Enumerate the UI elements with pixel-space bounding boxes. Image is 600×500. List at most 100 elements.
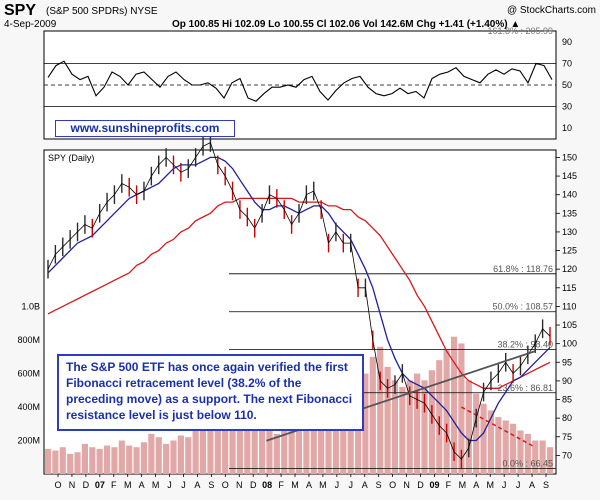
x-tick-label: N xyxy=(69,480,76,490)
volume-bar xyxy=(384,366,391,474)
volume-bar xyxy=(81,443,89,474)
x-tick-label: J xyxy=(167,480,172,490)
price-tick-label: 135 xyxy=(562,208,577,218)
x-tick-label: A xyxy=(362,480,368,490)
volume-bar xyxy=(126,445,133,474)
volume-bar xyxy=(111,447,118,474)
price-tick-label: 120 xyxy=(562,264,577,274)
volume-bar xyxy=(325,410,332,474)
x-tick-label: S xyxy=(208,480,214,490)
volume-bar xyxy=(517,430,524,474)
volume-bar xyxy=(369,356,376,474)
volume-bar xyxy=(377,346,384,474)
x-tick-label: M xyxy=(152,480,160,490)
volume-bar xyxy=(532,440,539,474)
volume-bar xyxy=(273,433,280,474)
volume-bar xyxy=(229,427,236,474)
x-tick-label: 07 xyxy=(95,480,105,490)
volume-bar xyxy=(148,433,155,474)
volume-tick-label: 200M xyxy=(17,436,40,446)
ma-slow-line xyxy=(47,197,551,389)
volume-bar xyxy=(495,417,502,474)
x-tick-label: M xyxy=(124,480,132,490)
price-tick-label: 75 xyxy=(562,432,572,442)
quote-summary: Op 100.85 Hi 102.09 Lo 100.55 Cl 102.06 … xyxy=(172,19,521,30)
price-tick-label: 105 xyxy=(562,320,577,330)
volume-bar xyxy=(214,427,221,474)
volume-bar xyxy=(155,437,162,474)
fibonacci-label: 0.0% : 66.45 xyxy=(502,459,553,469)
volume-bar xyxy=(133,447,140,474)
price-line xyxy=(47,142,551,460)
price-tick-label: 90 xyxy=(562,376,572,386)
volume-bar xyxy=(103,445,111,474)
volume-bar xyxy=(207,430,214,474)
ticker-name: (S&P 500 SPDRs) NYSE xyxy=(46,6,158,17)
price-tick-label: 100 xyxy=(562,339,577,349)
volume-bar xyxy=(177,435,184,474)
volume-bar xyxy=(251,423,258,474)
x-tick-label: J xyxy=(516,480,521,490)
volume-bar xyxy=(185,437,192,474)
volume-bar xyxy=(340,407,347,474)
x-tick-label: 08 xyxy=(262,480,272,490)
price-tick-label: 85 xyxy=(562,395,572,405)
price-tick-label: 80 xyxy=(562,413,572,423)
volume-bar xyxy=(295,427,303,474)
x-tick-label: A xyxy=(529,480,535,490)
volume-bar xyxy=(399,386,406,474)
volume-bar xyxy=(258,420,266,474)
volume-bar xyxy=(67,453,74,474)
volume-bar xyxy=(236,420,244,474)
chart-date: 4-Sep-2009 xyxy=(4,19,57,30)
volume-bar xyxy=(421,380,428,474)
volume-tick-label: 800M xyxy=(17,335,40,345)
volume-bar xyxy=(44,448,52,474)
volume-trend-line xyxy=(461,406,536,448)
fibonacci-label: 50.0% : 108.57 xyxy=(492,302,553,312)
website-label[interactable]: www.sunshineprofits.com xyxy=(55,120,235,137)
volume-bar xyxy=(509,423,517,474)
volume-bar xyxy=(332,407,340,474)
rsi-line xyxy=(47,60,553,102)
x-tick-label: J xyxy=(502,480,507,490)
volume-bar xyxy=(74,452,81,474)
rsi-tick-label: 50 xyxy=(562,80,572,90)
rsi-tick-label: 70 xyxy=(562,58,572,68)
x-tick-label: M xyxy=(486,480,494,490)
x-tick-label: O xyxy=(222,480,229,490)
volume-bar xyxy=(199,423,207,474)
price-tick-label: 110 xyxy=(562,301,576,311)
x-tick-label: N xyxy=(403,480,410,490)
x-tick-label: O xyxy=(389,480,396,490)
x-tick-label: D xyxy=(83,480,90,490)
volume-tick-label: 1.0B xyxy=(21,302,40,312)
volume-bar xyxy=(96,448,103,474)
volume-bar xyxy=(244,423,251,474)
price-tick-label: 115 xyxy=(562,283,576,293)
volume-bar xyxy=(546,447,554,474)
volume-bar xyxy=(414,373,421,474)
x-tick-label: F xyxy=(446,480,452,490)
x-tick-label: D xyxy=(417,480,424,490)
volume-bar xyxy=(52,450,59,474)
annotation-box: The S&P 500 ETF has once again verified … xyxy=(57,354,364,431)
fibonacci-label: 38.2% : 98.40 xyxy=(497,340,553,350)
x-tick-label: S xyxy=(376,480,382,490)
x-tick-label: A xyxy=(194,480,200,490)
volume-tick-label: 600M xyxy=(17,369,40,379)
x-tick-label: J xyxy=(335,480,340,490)
ticker-symbol: SPY xyxy=(4,2,37,19)
fibonacci-label: 23.6% : 86.81 xyxy=(497,383,553,393)
volume-bar xyxy=(140,442,148,474)
volume-bar xyxy=(354,390,362,474)
x-tick-label: A xyxy=(139,480,145,490)
price-tick-label: 130 xyxy=(562,227,577,237)
x-tick-label: A xyxy=(306,480,312,490)
volume-bar xyxy=(89,447,96,474)
volume-bar xyxy=(473,393,480,474)
x-tick-label: N xyxy=(236,480,243,490)
volume-bar xyxy=(443,350,450,474)
volume-bar xyxy=(59,447,66,474)
volume-bar xyxy=(539,440,546,474)
